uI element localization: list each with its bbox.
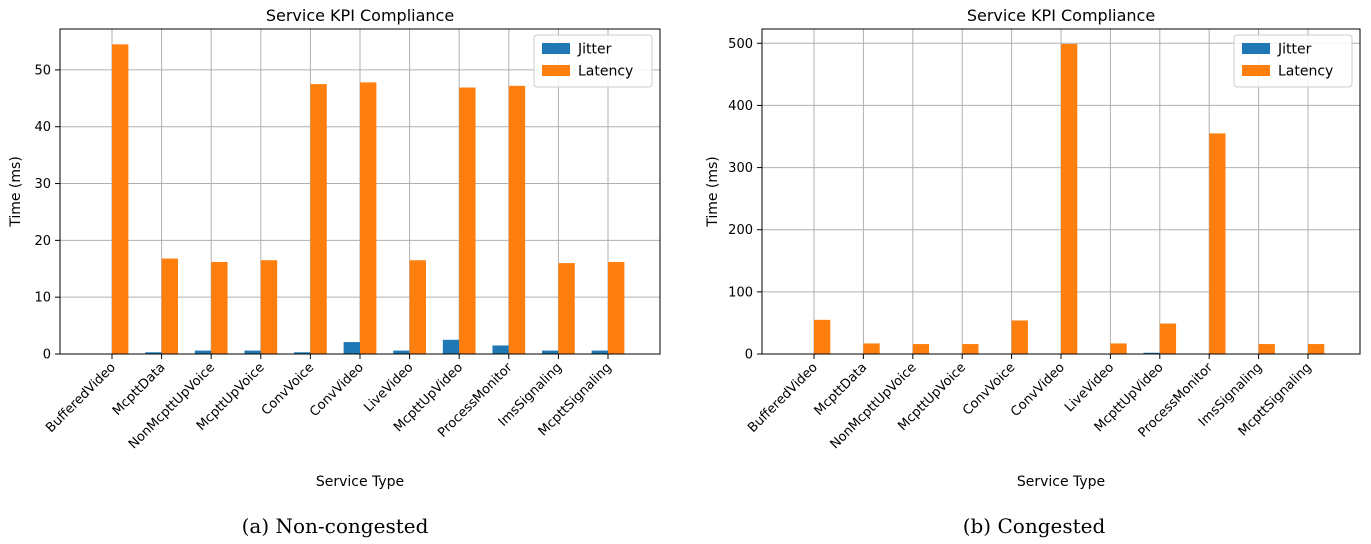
bar-latency-livevideo — [409, 260, 426, 354]
legend-label-jitter: Jitter — [577, 42, 612, 58]
y-tick-label: 0 — [43, 348, 51, 363]
bar-latency-nonmcpttupvoice — [211, 261, 228, 354]
bar-latency-livevideo — [1110, 343, 1127, 354]
bar-latency-mcpttupvoice — [260, 260, 278, 354]
x-axis-label: Service Type — [1017, 474, 1105, 490]
bar-latency-mcpttupvideo — [1159, 323, 1177, 354]
y-tick-label: 0 — [745, 348, 753, 363]
x-tick-label: BufferedVideo — [43, 360, 119, 436]
legend: Jitter Latency — [533, 34, 653, 88]
x-tick-label: BufferedVideo — [745, 360, 821, 436]
x-tick-label: ConvVideo — [307, 360, 367, 420]
bar-latency-imssignaling — [1258, 344, 1275, 354]
bar-latency-convvoice — [310, 84, 327, 354]
bar-latency-mcpttdata — [863, 343, 880, 354]
bar-latency-mcpttsignaling — [1308, 344, 1325, 354]
y-tick-label: 500 — [728, 37, 753, 52]
legend-swatch-latency — [542, 65, 570, 76]
bar-latency-mcpttdata — [161, 258, 178, 354]
bar-jitter-convvoice — [294, 352, 311, 354]
chart-title: Service KPI Compliance — [266, 6, 454, 25]
y-tick-label: 300 — [728, 161, 753, 176]
bar-latency-convvideo — [1061, 43, 1078, 354]
bar-latency-processmonitor — [1209, 133, 1226, 354]
chart-panel-2: 0100200300400500BufferedVideoMcpttDataNo… — [705, 6, 1361, 538]
legend-swatch-jitter — [1242, 43, 1270, 54]
y-tick-label: 100 — [728, 285, 753, 300]
bar-jitter-mcpttupvideo — [442, 339, 460, 354]
legend-label-jitter: Jitter — [1277, 42, 1312, 58]
bar-jitter-imssignaling — [542, 350, 559, 354]
y-axis-label: Time (ms) — [8, 156, 24, 228]
figure-caption: (a) Non-congested — [242, 514, 429, 538]
y-tick-label: 10 — [34, 291, 51, 306]
bar-jitter-mcpttdata — [145, 352, 162, 354]
legend-swatch-jitter — [542, 43, 570, 54]
legend: Jitter Latency — [1233, 34, 1353, 88]
y-tick-label: 40 — [34, 120, 51, 135]
bar-jitter-mcpttupvoice — [244, 350, 261, 354]
legend-swatch-latency — [1242, 65, 1270, 76]
bar-latency-mcpttupvideo — [459, 87, 476, 354]
chart-panel-1: 01020304050BufferedVideoMcpttDataNonMcpt… — [8, 6, 661, 538]
bar-latency-imssignaling — [558, 263, 575, 354]
bar-latency-convvoice — [1011, 320, 1028, 354]
x-tick-label: NonMcpttUpVoice — [126, 360, 218, 452]
legend-label-latency: Latency — [1278, 64, 1333, 80]
y-tick-label: 200 — [728, 223, 753, 238]
bar-jitter-processmonitor — [492, 345, 509, 354]
y-axis-label: Time (ms) — [705, 156, 721, 228]
bar-latency-nonmcpttupvoice — [912, 344, 930, 354]
bar-jitter-mcpttsignaling — [591, 350, 608, 354]
x-tick-label: ConvVideo — [1008, 360, 1068, 420]
y-tick-label: 50 — [34, 63, 51, 78]
x-axis-label: Service Type — [316, 474, 404, 490]
bar-jitter-livevideo — [393, 350, 410, 354]
bar-latency-bufferedvideo — [814, 319, 831, 354]
y-tick-label: 400 — [728, 99, 753, 114]
bar-latency-mcpttupvoice — [962, 344, 979, 354]
legend-label-latency: Latency — [578, 64, 633, 80]
bar-jitter-mcpttupvideo — [1143, 352, 1160, 354]
bar-latency-processmonitor — [508, 85, 526, 355]
y-tick-label: 30 — [34, 177, 51, 192]
x-tick-label: NonMcpttUpVoice — [828, 360, 920, 452]
bar-jitter-convvideo — [343, 342, 360, 354]
bar-latency-bufferedvideo — [112, 44, 129, 354]
bar-jitter-nonmcpttupvoice — [194, 350, 212, 354]
chart-title: Service KPI Compliance — [967, 6, 1155, 25]
bar-latency-mcpttsignaling — [608, 261, 625, 354]
bar-latency-convvideo — [360, 82, 377, 354]
y-tick-label: 20 — [34, 234, 51, 249]
figure-caption: (b) Congested — [963, 514, 1106, 538]
